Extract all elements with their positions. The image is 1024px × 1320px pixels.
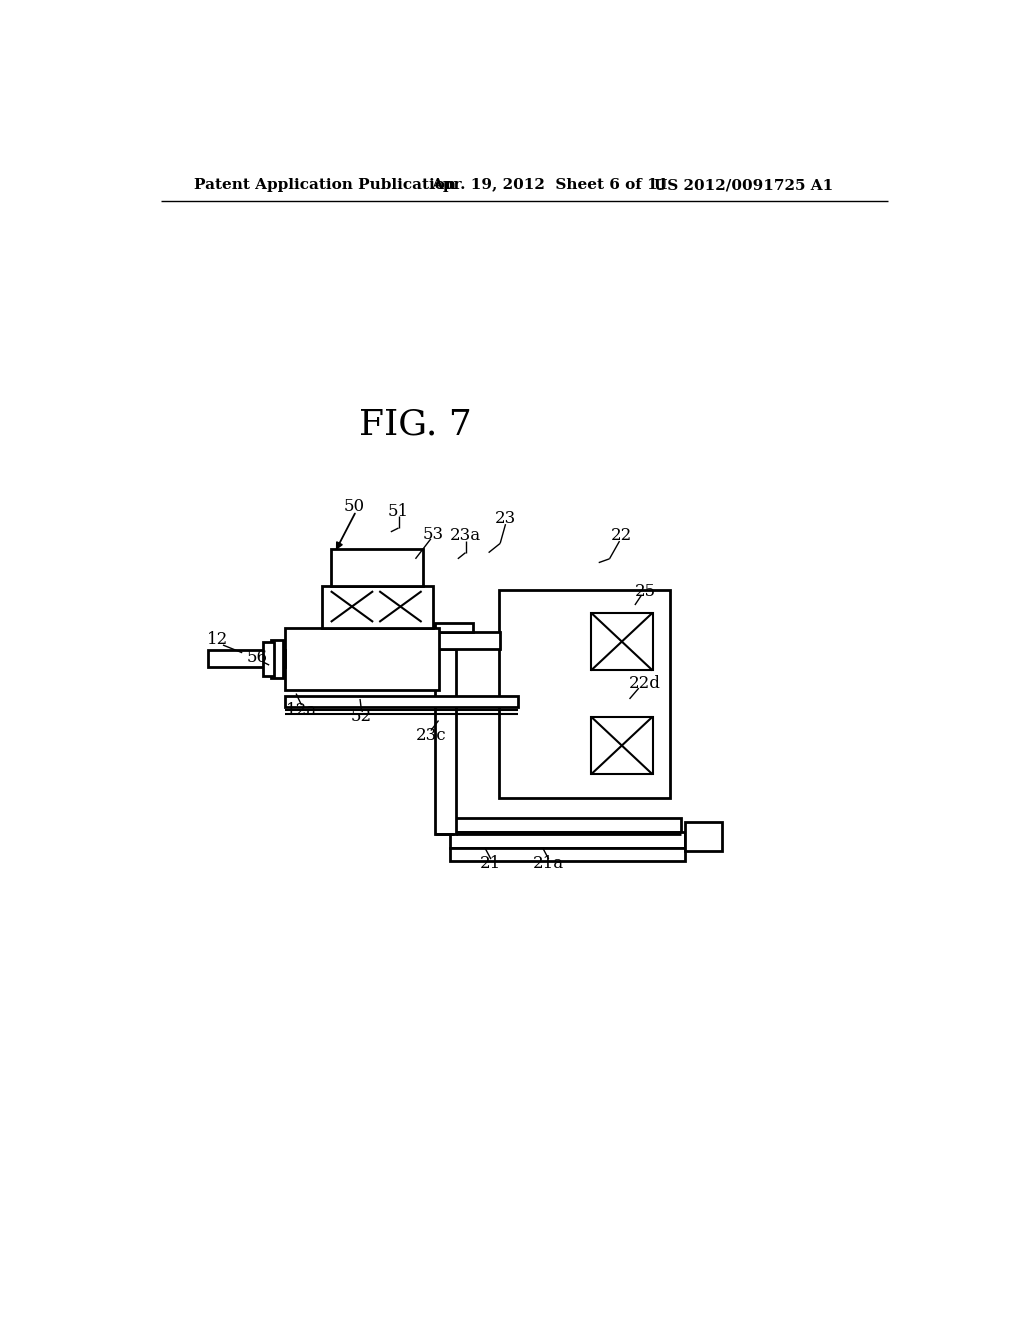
Bar [591,717,652,775]
Text: 23: 23 [495,511,516,527]
Bar [451,847,685,862]
Bar [263,642,273,676]
Text: Apr. 19, 2012  Sheet 6 of 11: Apr. 19, 2012 Sheet 6 of 11 [431,178,669,193]
Text: 23a: 23a [450,527,481,544]
Text: 12a: 12a [286,702,317,719]
Text: 52: 52 [351,708,372,725]
Bar [499,590,670,797]
Bar [435,632,500,649]
Text: 53: 53 [423,525,443,543]
Bar [285,628,438,689]
Bar [454,818,681,832]
Text: FIG. 7: FIG. 7 [359,407,472,441]
Bar [591,612,652,671]
Text: 51: 51 [388,503,409,520]
Text: 22d: 22d [629,675,660,692]
Bar [285,696,518,706]
Bar [435,649,457,834]
Text: 50: 50 [343,498,365,515]
Bar [685,822,722,851]
Text: US 2012/0091725 A1: US 2012/0091725 A1 [654,178,834,193]
Text: 12: 12 [207,631,228,648]
Bar [451,832,685,847]
Text: Patent Application Publication: Patent Application Publication [194,178,456,193]
Text: 25: 25 [634,582,655,599]
Text: 56: 56 [247,649,268,665]
Bar [435,623,473,632]
Text: 21: 21 [480,855,502,873]
Bar [322,586,433,628]
Bar [270,640,283,678]
Text: 23c: 23c [416,727,446,744]
Text: 22: 22 [610,527,632,544]
Bar [208,651,285,668]
Text: 21a: 21a [534,855,564,873]
Bar [331,549,423,586]
